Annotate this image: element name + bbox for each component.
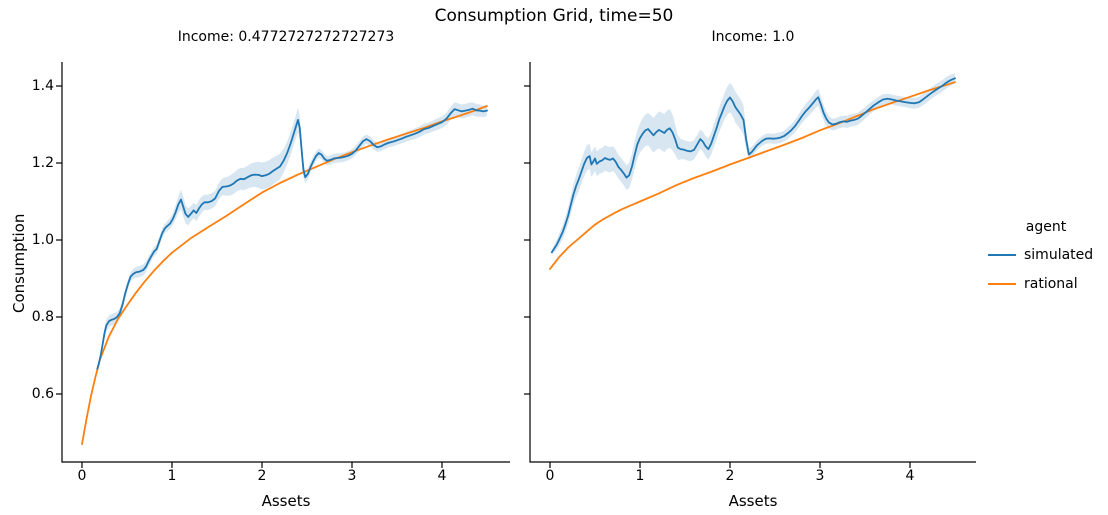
- confidence-band-right: [551, 73, 955, 255]
- x-tick-label: 0: [77, 468, 87, 484]
- y-tick-label: 1.0: [31, 232, 54, 248]
- legend-label-rational: rational: [1024, 275, 1078, 292]
- simulated-line-right: [550, 77, 956, 254]
- legend: agent simulated rational: [988, 219, 1104, 298]
- legend-title: agent: [1025, 219, 1067, 235]
- y-axis-label: Consumption: [10, 213, 28, 313]
- x-tick-label: 4: [905, 468, 915, 484]
- y-tick-label: 0.8: [31, 309, 54, 325]
- y-tick-label: 0.6: [31, 386, 54, 402]
- axes-spines: [61, 62, 510, 463]
- simulated-line-left: [96, 107, 488, 370]
- confidence-band-left: [97, 102, 488, 371]
- rational-line-right: [549, 81, 956, 270]
- x-axis-label-left: Assets: [261, 492, 311, 510]
- x-tick-label: 2: [257, 468, 267, 484]
- legend-label-simulated: simulated: [1024, 246, 1094, 263]
- x-axis-label-right: Assets: [728, 492, 778, 510]
- x-tick-label: 1: [635, 468, 645, 484]
- y-tick-label: 1.4: [31, 78, 54, 94]
- legend-item-simulated: simulated: [988, 240, 1104, 269]
- rational-line-left: [81, 105, 488, 445]
- facet-title-right: Income: 1.0: [711, 29, 795, 45]
- x-tick-label: 0: [545, 468, 555, 484]
- x-tick-label: 3: [347, 468, 357, 484]
- facet-title-left: Income: 0.4772727272727273: [177, 29, 395, 45]
- y-tick-label: 1.2: [31, 155, 54, 171]
- x-tick-label: 1: [167, 468, 177, 484]
- legend-item-rational: rational: [988, 269, 1104, 298]
- rational-line-swatch: [988, 282, 1016, 285]
- simulated-line-swatch: [988, 253, 1016, 256]
- figure-title: Consumption Grid, time=50: [434, 6, 674, 26]
- x-tick-label: 2: [725, 468, 735, 484]
- x-tick-label: 3: [815, 468, 825, 484]
- x-tick-label: 4: [437, 468, 447, 484]
- axes-spines: [529, 62, 976, 463]
